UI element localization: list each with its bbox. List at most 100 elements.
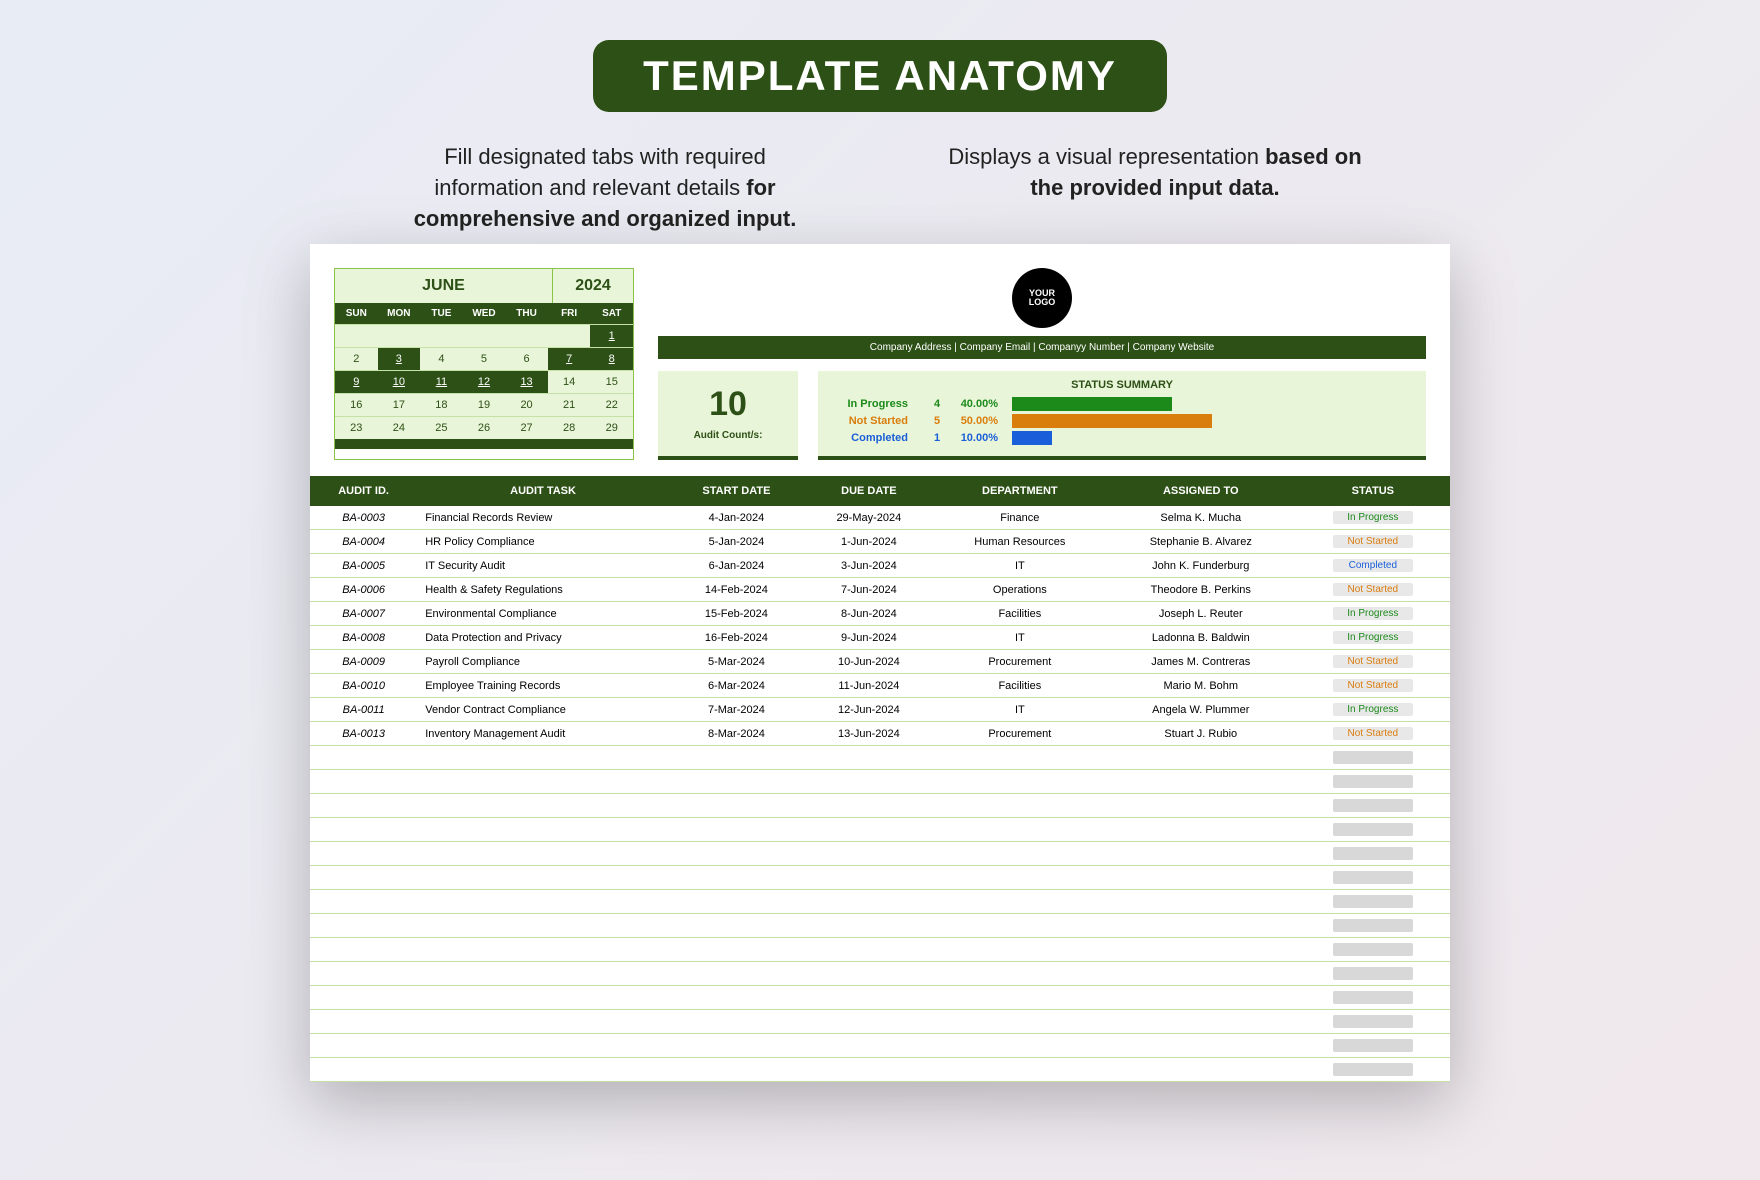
status-pill-empty: x — [1333, 991, 1413, 1004]
calendar-day-header: FRI — [548, 303, 591, 324]
calendar-cell[interactable]: 25 — [420, 416, 463, 439]
table-row[interactable]: BA-0003Financial Records Review4-Jan-202… — [310, 506, 1450, 530]
cell-dept: IT — [934, 698, 1106, 722]
table-header-cell: STATUS — [1296, 476, 1450, 506]
calendar-day-header: WED — [463, 303, 506, 324]
status-pill-empty: x — [1333, 967, 1413, 980]
status-pct: 50.00% — [952, 415, 1012, 427]
table-row[interactable]: BA-0005IT Security Audit6-Jan-20243-Jun-… — [310, 554, 1450, 578]
cell-audit-id: BA-0003 — [310, 506, 417, 530]
status-pill-empty: x — [1333, 847, 1413, 860]
table-row-empty: x — [310, 818, 1450, 842]
calendar-cell[interactable]: 11 — [420, 370, 463, 393]
calendar-cell[interactable]: 4 — [420, 347, 463, 370]
table-row[interactable]: BA-0009Payroll Compliance5-Mar-202410-Ju… — [310, 650, 1450, 674]
calendar-cell[interactable]: 8 — [590, 347, 633, 370]
cell-assigned: Ladonna B. Baldwin — [1106, 626, 1296, 650]
table-row[interactable]: BA-0007Environmental Compliance15-Feb-20… — [310, 602, 1450, 626]
status-bar — [1012, 397, 1172, 411]
calendar-cell[interactable]: 15 — [590, 370, 633, 393]
status-pill-empty: x — [1333, 775, 1413, 788]
status-pct: 40.00% — [952, 398, 1012, 410]
calendar-cell[interactable]: 9 — [335, 370, 378, 393]
cell-due: 13-Jun-2024 — [804, 722, 934, 746]
cell-status: In Progress — [1296, 698, 1450, 722]
calendar-cell[interactable]: 2 — [335, 347, 378, 370]
table-row[interactable]: BA-0010Employee Training Records6-Mar-20… — [310, 674, 1450, 698]
cell-task: Inventory Management Audit — [417, 722, 669, 746]
calendar-cell — [378, 324, 421, 347]
table-row-empty: x — [310, 1058, 1450, 1082]
status-bar — [1012, 414, 1212, 428]
table-row[interactable]: BA-0013Inventory Management Audit8-Mar-2… — [310, 722, 1450, 746]
table-row-empty: x — [310, 890, 1450, 914]
cell-task: IT Security Audit — [417, 554, 669, 578]
calendar-cell[interactable]: 28 — [548, 416, 591, 439]
calendar-cell[interactable]: 18 — [420, 393, 463, 416]
status-label: In Progress — [832, 398, 922, 410]
calendar-cell[interactable]: 20 — [505, 393, 548, 416]
calendar-day-header: SUN — [335, 303, 378, 324]
calendar-cell[interactable]: 17 — [378, 393, 421, 416]
calendar-cell[interactable]: 23 — [335, 416, 378, 439]
status-pill: Not Started — [1333, 655, 1413, 668]
cell-status: In Progress — [1296, 506, 1450, 530]
calendar-cell[interactable]: 24 — [378, 416, 421, 439]
cell-start: 14-Feb-2024 — [669, 578, 804, 602]
cell-dept: Facilities — [934, 602, 1106, 626]
calendar-cell[interactable]: 21 — [548, 393, 591, 416]
table-row[interactable]: BA-0011Vendor Contract Compliance7-Mar-2… — [310, 698, 1450, 722]
cell-audit-id: BA-0005 — [310, 554, 417, 578]
calendar-cell[interactable]: 12 — [463, 370, 506, 393]
calendar-cell[interactable]: 29 — [590, 416, 633, 439]
calendar-cell[interactable]: 22 — [590, 393, 633, 416]
calendar-cell[interactable]: 14 — [548, 370, 591, 393]
status-count: 4 — [922, 398, 952, 410]
cell-start: 16-Feb-2024 — [669, 626, 804, 650]
status-pill-empty: x — [1333, 799, 1413, 812]
calendar-cell[interactable]: 13 — [505, 370, 548, 393]
calendar-cell[interactable]: 26 — [463, 416, 506, 439]
calendar-cell[interactable]: 5 — [463, 347, 506, 370]
table-row-empty: x — [310, 938, 1450, 962]
status-summary-row: Not Started550.00% — [832, 414, 1412, 428]
cell-start: 7-Mar-2024 — [669, 698, 804, 722]
company-info-bar: Company Address | Company Email | Compan… — [658, 336, 1426, 359]
logo-placeholder: YOUR LOGO — [1012, 268, 1072, 328]
audit-count-label: Audit Count/s: — [658, 430, 798, 441]
calendar-cell[interactable]: 27 — [505, 416, 548, 439]
cell-audit-id: BA-0007 — [310, 602, 417, 626]
calendar-cell[interactable]: 16 — [335, 393, 378, 416]
mini-calendar[interactable]: JUNE 2024 SUNMONTUEWEDTHUFRISAT123456789… — [334, 268, 634, 460]
calendar-cell[interactable]: 3 — [378, 347, 421, 370]
cell-audit-id: BA-0013 — [310, 722, 417, 746]
calendar-cell[interactable]: 10 — [378, 370, 421, 393]
table-row-empty: x — [310, 962, 1450, 986]
cell-status: Not Started — [1296, 722, 1450, 746]
table-row[interactable]: BA-0004HR Policy Compliance5-Jan-20241-J… — [310, 530, 1450, 554]
cell-due: 7-Jun-2024 — [804, 578, 934, 602]
table-header-cell: DEPARTMENT — [934, 476, 1106, 506]
calendar-cell[interactable]: 19 — [463, 393, 506, 416]
cell-task: Environmental Compliance — [417, 602, 669, 626]
status-bar — [1012, 431, 1052, 445]
audit-count-card: 10 Audit Count/s: — [658, 371, 798, 460]
cell-dept: Operations — [934, 578, 1106, 602]
calendar-cell[interactable]: 6 — [505, 347, 548, 370]
status-pill: Not Started — [1333, 583, 1413, 596]
cell-due: 10-Jun-2024 — [804, 650, 934, 674]
cell-assigned: James M. Contreras — [1106, 650, 1296, 674]
table-row[interactable]: BA-0008Data Protection and Privacy16-Feb… — [310, 626, 1450, 650]
cell-assigned: Stephanie B. Alvarez — [1106, 530, 1296, 554]
cell-start: 6-Mar-2024 — [669, 674, 804, 698]
callouts-row: Fill designated tabs with required infor… — [0, 142, 1760, 234]
table-header-cell: DUE DATE — [804, 476, 934, 506]
calendar-cell[interactable]: 7 — [548, 347, 591, 370]
cell-status: In Progress — [1296, 602, 1450, 626]
cell-start: 6-Jan-2024 — [669, 554, 804, 578]
calendar-footer-bar — [335, 439, 633, 449]
status-pill: In Progress — [1333, 511, 1413, 524]
calendar-cell[interactable]: 1 — [590, 324, 633, 347]
cell-due: 8-Jun-2024 — [804, 602, 934, 626]
table-row[interactable]: BA-0006Health & Safety Regulations14-Feb… — [310, 578, 1450, 602]
